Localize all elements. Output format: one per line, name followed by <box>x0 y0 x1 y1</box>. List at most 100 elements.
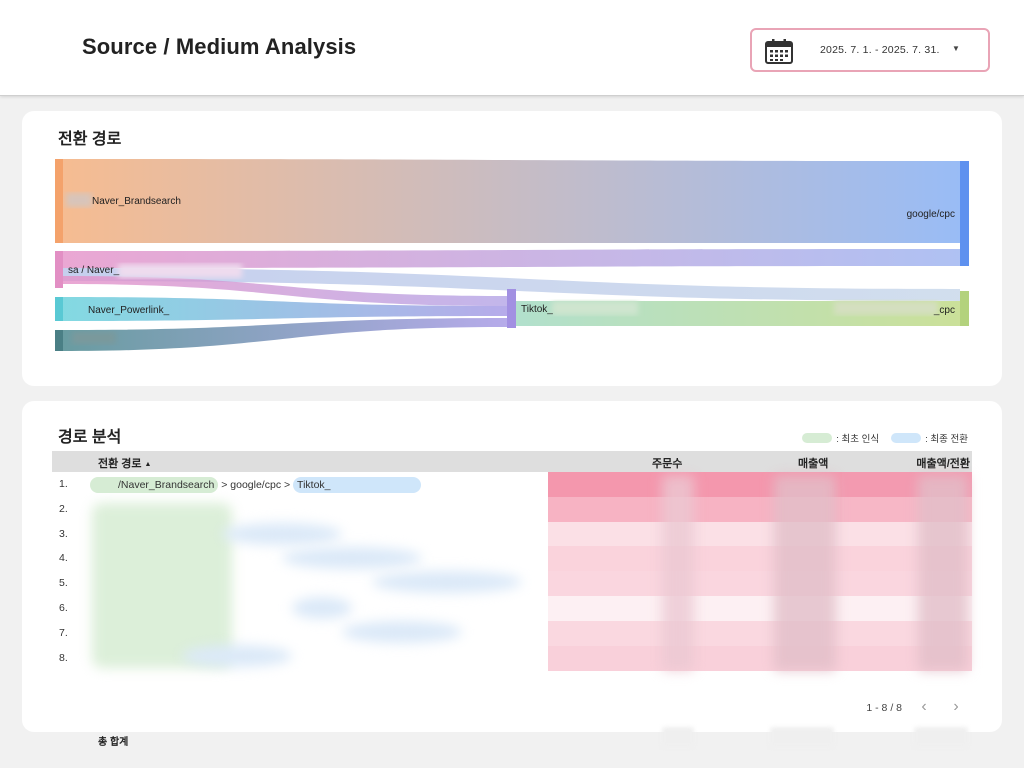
redaction-blur <box>372 571 522 593</box>
table-header: 전환 경로 ▲ 주문수 매출액 매출액/전환 <box>52 451 972 472</box>
legend-swatch-first-touch <box>802 433 833 443</box>
redaction-blur <box>552 301 638 315</box>
column-header-revenue[interactable]: 매출액 <box>798 458 829 470</box>
node-label-cpc: _cpc <box>933 305 955 316</box>
redaction-blur <box>342 621 462 643</box>
legend: : 최초 인식 : 최종 전환 <box>802 431 968 445</box>
date-range-picker[interactable]: 2025. 7. 1. - 2025. 7. 31. ▼ <box>750 28 990 72</box>
link-powerlink-tiktok <box>62 297 507 321</box>
calendar-icon <box>765 39 793 64</box>
redaction-blur <box>222 523 342 545</box>
link-darkteal-tiktok <box>62 318 507 351</box>
heat-cell <box>842 546 918 572</box>
heat-cell <box>548 521 658 547</box>
heat-cell <box>696 546 774 572</box>
row-number: 1. <box>59 478 68 490</box>
chevron-right-icon[interactable]: › <box>953 698 959 715</box>
redaction-blur <box>66 193 92 207</box>
heat-cell <box>696 645 774 671</box>
heat-cell <box>696 521 774 547</box>
heat-cell <box>548 546 658 572</box>
row-number: 6. <box>59 602 68 614</box>
legend-swatch-last-touch <box>891 433 922 443</box>
column-header-revenue-per-conversion[interactable]: 매출액/전환 <box>916 458 970 470</box>
node-label-sa-naver: sa / Naver_ <box>68 265 120 276</box>
heat-cell <box>696 472 774 498</box>
redaction-blur <box>770 727 834 747</box>
path-analysis-card: 경로 분석 : 최초 인식 : 최종 전환 전환 경로 ▲ 주문수 매출액 매출액… <box>22 401 1002 748</box>
heat-cell <box>548 571 658 597</box>
row-number: 3. <box>59 527 68 540</box>
node-label-brandsearch: Naver_Brandsearch <box>92 196 181 207</box>
sankey-chart: Naver_Brandsearch sa / Naver_ Naver_Powe… <box>55 159 969 351</box>
redaction-blur <box>914 727 968 747</box>
heat-cell <box>842 596 918 622</box>
link-sa-tiktok <box>62 276 507 306</box>
heat-cell <box>696 571 774 597</box>
heat-cell <box>696 620 774 647</box>
row-number: 7. <box>59 626 68 639</box>
redaction-blur <box>292 597 352 619</box>
middle-touch-source: google/cpc <box>230 479 282 491</box>
node-label-google-cpc: google/cpc <box>907 209 955 220</box>
pagination: 1 - 8 / 8 ‹ › <box>866 698 966 718</box>
node-dark-teal[interactable] <box>55 330 63 351</box>
link-sa-google <box>62 249 960 268</box>
heat-cell <box>548 620 658 647</box>
heat-cell <box>842 645 918 671</box>
heat-cell <box>842 620 918 647</box>
heat-cell <box>548 496 658 523</box>
analysis-title: 경로 분석 <box>58 429 122 446</box>
total-label: 총 합계 <box>98 737 129 748</box>
node-label-tiktok: Tiktok_ <box>521 304 553 315</box>
heat-cell <box>696 496 774 523</box>
heat-cell <box>548 596 658 622</box>
redaction-blur <box>182 645 292 667</box>
last-touch-source: Tiktok_ <box>293 477 421 493</box>
node-sa-naver[interactable] <box>55 251 63 288</box>
row-1-path: /Naver_Brandsearch > google/cpc > Tiktok… <box>90 477 421 495</box>
node-brandsearch[interactable] <box>55 159 63 243</box>
link-brandsearch-google <box>62 159 960 243</box>
row-number: 8. <box>59 651 68 664</box>
redaction-blur <box>662 475 694 671</box>
redaction-blur <box>72 332 116 344</box>
redaction-blur <box>834 301 938 315</box>
sankey-title: 전환 경로 <box>58 131 122 148</box>
redaction-blur <box>92 503 232 668</box>
caret-down-icon: ▼ <box>952 44 960 53</box>
heat-cell <box>842 496 918 523</box>
legend-first-touch: : 최초 인식 <box>836 434 880 445</box>
sort-asc-icon: ▲ <box>144 461 152 468</box>
first-touch-source: /Naver_Brandsearch <box>90 477 219 493</box>
heat-cell <box>548 472 658 498</box>
node-tiktok[interactable] <box>507 289 516 328</box>
node-powerlink[interactable] <box>55 297 63 321</box>
heat-cell <box>548 645 658 671</box>
column-header-orders[interactable]: 주문수 <box>652 458 683 470</box>
row-number: 5. <box>59 577 68 590</box>
link-sa-cpc <box>62 268 960 301</box>
legend-last-touch: : 최종 전환 <box>925 434 968 445</box>
row-number: 4. <box>59 552 68 565</box>
page-header: Source / Medium Analysis 2025. 7. 1. - 2… <box>0 0 1024 96</box>
node-cpc[interactable] <box>960 291 969 326</box>
chevron-left-icon[interactable]: ‹ <box>921 698 927 715</box>
heat-cell <box>842 571 918 597</box>
column-header-path[interactable]: 전환 경로 ▲ <box>98 458 152 470</box>
redaction-blur <box>774 475 836 671</box>
row-number: 2. <box>59 502 68 515</box>
pagination-range: 1 - 8 / 8 <box>866 702 902 714</box>
redaction-blur <box>282 547 422 569</box>
heat-cell <box>696 596 774 622</box>
conversion-path-card: 전환 경로 <box>22 111 1002 386</box>
node-label-powerlink: Naver_Powerlink_ <box>88 305 170 316</box>
heat-cell <box>842 472 918 498</box>
page-title: Source / Medium Analysis <box>82 34 357 59</box>
heat-cell <box>842 521 918 547</box>
redaction-blur <box>918 475 968 671</box>
date-range-text: 2025. 7. 1. - 2025. 7. 31. <box>820 44 940 56</box>
redaction-blur <box>662 727 694 747</box>
node-google-cpc[interactable] <box>960 161 969 266</box>
redaction-blur <box>118 264 242 278</box>
